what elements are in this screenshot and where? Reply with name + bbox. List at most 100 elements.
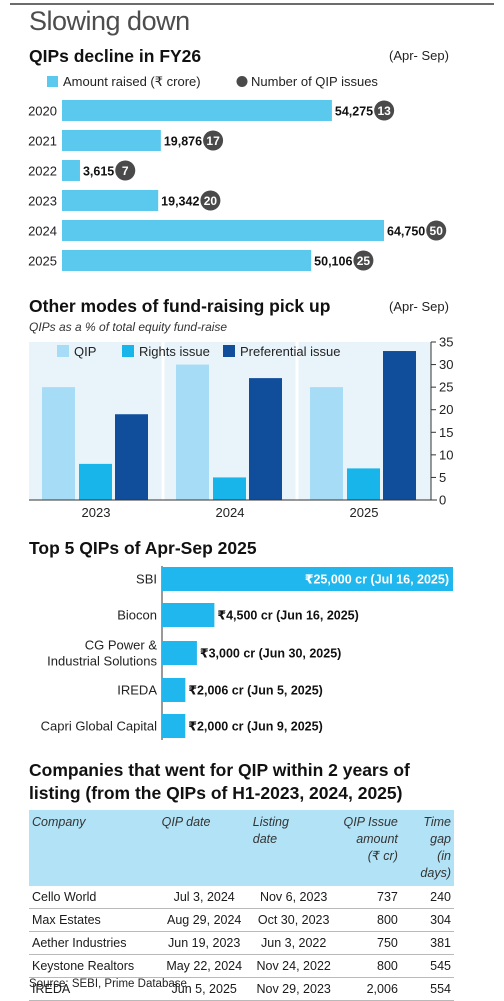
table-header-1: Company — [29, 810, 159, 886]
chart2-period-note: (Apr- Sep) — [389, 299, 449, 314]
bar-amount-2021 — [62, 130, 161, 151]
x-tick-2024: 2024 — [216, 505, 245, 520]
count-bubble-2022 — [115, 160, 136, 181]
value-label-2020: 54,275 — [335, 105, 373, 119]
category-label-2024: 2024 — [28, 224, 57, 239]
chart1-period-note: (Apr- Sep) — [389, 48, 449, 63]
count-bubble-2021 — [203, 130, 224, 151]
table-cell-r2-c2: Aug 29, 2024 — [158, 908, 250, 932]
y-tick-10: 10 — [439, 447, 453, 462]
y-tick-15: 15 — [439, 425, 453, 440]
count-bubble-2020 — [374, 100, 395, 121]
legend-swatch-rights-issue — [122, 345, 134, 357]
bar-qip-2025 — [310, 387, 343, 500]
value-label-ireda: ₹2,006 cr (Jun 5, 2025) — [188, 684, 322, 698]
table-cell-r3-c5: 381 — [400, 931, 454, 955]
count-label-2020: 13 — [377, 104, 391, 118]
table-cell-r4-c5: 545 — [400, 954, 454, 978]
category-label-sbi: SBI — [136, 572, 157, 587]
category-label-capri-global-capital: Capri Global Capital — [41, 719, 157, 734]
table-cell-r4-c2: May 22, 2024 — [158, 954, 250, 978]
table-row: Cello World Jul 3, 2024 Nov 6, 2023 737 240 — [29, 886, 454, 909]
bar-biocon — [162, 603, 215, 627]
legend-swatch-qip — [57, 345, 69, 357]
category-label-2021: 2021 — [28, 134, 57, 149]
qip-amount-chart: Amount raised (₹ crore) Number of QIP iss… — [28, 74, 447, 271]
bar-amount-2022 — [62, 160, 80, 181]
bar-rights-issue-2024 — [213, 477, 246, 500]
table-cell-r5-c3: Nov 29, 2023 — [249, 977, 338, 1001]
table-header-4-line-2: amount — [356, 832, 398, 846]
table-header-3: Listing date — [249, 810, 338, 886]
category-label-2025: 2025 — [28, 254, 57, 269]
category-label-cg-power-industrial-solutions-line-1: CG Power & — [85, 638, 158, 653]
legend-label-preferential-issue: Preferential issue — [240, 344, 340, 359]
table-header-5-line-3: (in days) — [420, 849, 451, 880]
category-label-cg-power-industrial-solutions-line-2: Industrial Solutions — [47, 654, 157, 669]
value-label-2021: 19,876 — [164, 135, 202, 149]
bar-qip-2023 — [42, 387, 75, 500]
bar-rights-issue-2023 — [79, 463, 112, 500]
bar-preferential-issue-2023 — [115, 414, 148, 500]
table-row: Keystone Realtors May 22, 2024 Nov 24, 202… — [29, 954, 454, 978]
legend-swatch-amount — [47, 76, 58, 87]
legend-label-qip: QIP — [74, 344, 96, 359]
value-label-2024: 64,750 — [387, 225, 425, 239]
category-label-2022: 2022 — [28, 164, 57, 179]
count-label-2024: 50 — [430, 224, 444, 238]
category-label-2020: 2020 — [28, 104, 57, 119]
value-label-2025: 50,106 — [314, 255, 352, 269]
table-cell-r3-c1: Aether Industries — [29, 931, 159, 955]
count-bubble-2024 — [426, 220, 447, 241]
table-header-3-line-1: Listing — [252, 815, 289, 829]
chart3-title: Top 5 QIPs of Apr-Sep 2025 — [29, 538, 257, 558]
chart2-subtitle: QIPs as a % of total equity fund-raise — [29, 320, 228, 334]
table-header-5-line-1: Time — [423, 815, 451, 829]
y-tick-0: 0 — [439, 493, 446, 508]
count-label-2021: 17 — [206, 134, 220, 148]
count-label-2025: 25 — [357, 254, 371, 268]
bar-amount-2024 — [62, 220, 384, 241]
table-cell-r5-c4: 2,006 — [337, 977, 401, 1001]
table-header-5-line-2: gap — [430, 832, 451, 846]
count-bubble-2025 — [353, 250, 374, 271]
table-cell-r1-c3: Nov 6, 2023 — [249, 886, 338, 909]
y-tick-20: 20 — [439, 402, 453, 417]
qip-companies-table: Company QIP date Listing date QIP Issue amoun… — [29, 810, 454, 1001]
table-cell-r2-c4: 800 — [337, 908, 401, 932]
value-label-sbi: ₹25,000 cr (Jul 16, 2025) — [305, 573, 449, 587]
x-tick-2025: 2025 — [350, 505, 379, 520]
count-label-2022: 7 — [122, 164, 129, 178]
table-header-2: QIP date — [158, 810, 250, 886]
table-cell-r4-c4: 800 — [337, 954, 401, 978]
y-tick-25: 25 — [439, 380, 453, 395]
table-cell-r4-c1: Keystone Realtors — [29, 954, 159, 978]
legend-swatch-preferential-issue — [223, 345, 235, 357]
table-body: Cello World Jul 3, 2024 Nov 6, 2023 737 240 M… — [29, 886, 454, 1001]
table-cell-r3-c2: Jun 19, 2023 — [158, 931, 250, 955]
chart1-title: QIPs decline in FY26 — [29, 46, 202, 66]
table-header-4-line-1: QIP Issue — [343, 815, 398, 829]
table-cell-r1-c4: 737 — [337, 886, 401, 909]
table-header-3-line-2: date — [252, 832, 278, 846]
table-header-4-line-3: (₹ cr) — [367, 849, 398, 863]
bar-capri-global-capital — [162, 714, 186, 738]
top5-qip-chart: SBI ₹25,000 cr (Jul 16, 2025) Biocon ₹4,500… — [41, 566, 453, 740]
table-cell-r5-c5: 554 — [400, 977, 454, 1001]
y-tick-30: 30 — [439, 357, 453, 372]
top-rule — [10, 3, 494, 5]
table-cell-r2-c5: 304 — [400, 908, 454, 932]
value-label-capri-global-capital: ₹2,000 cr (Jun 9, 2025) — [188, 720, 322, 734]
table-cell-r1-c5: 240 — [400, 886, 454, 909]
legend-label-rights-issue: Rights issue — [139, 344, 210, 359]
table-title-line-2: listing (from the QIPs of H1-2023, 2024,… — [29, 783, 403, 803]
bar-ireda — [162, 678, 186, 702]
bar-rights-issue-2025 — [347, 468, 380, 500]
legend-dot-count — [236, 76, 248, 87]
table-row: Aether Industries Jun 19, 2023 Jun 3, 2022… — [29, 931, 454, 955]
value-label-2023: 19,342 — [161, 195, 199, 209]
bar-sbi — [162, 567, 453, 591]
table-header-row: Company QIP date Listing date QIP Issue amoun… — [29, 810, 454, 886]
table-cell-r2-c3: Oct 30, 2023 — [249, 908, 338, 932]
y-tick-5: 5 — [439, 470, 446, 485]
